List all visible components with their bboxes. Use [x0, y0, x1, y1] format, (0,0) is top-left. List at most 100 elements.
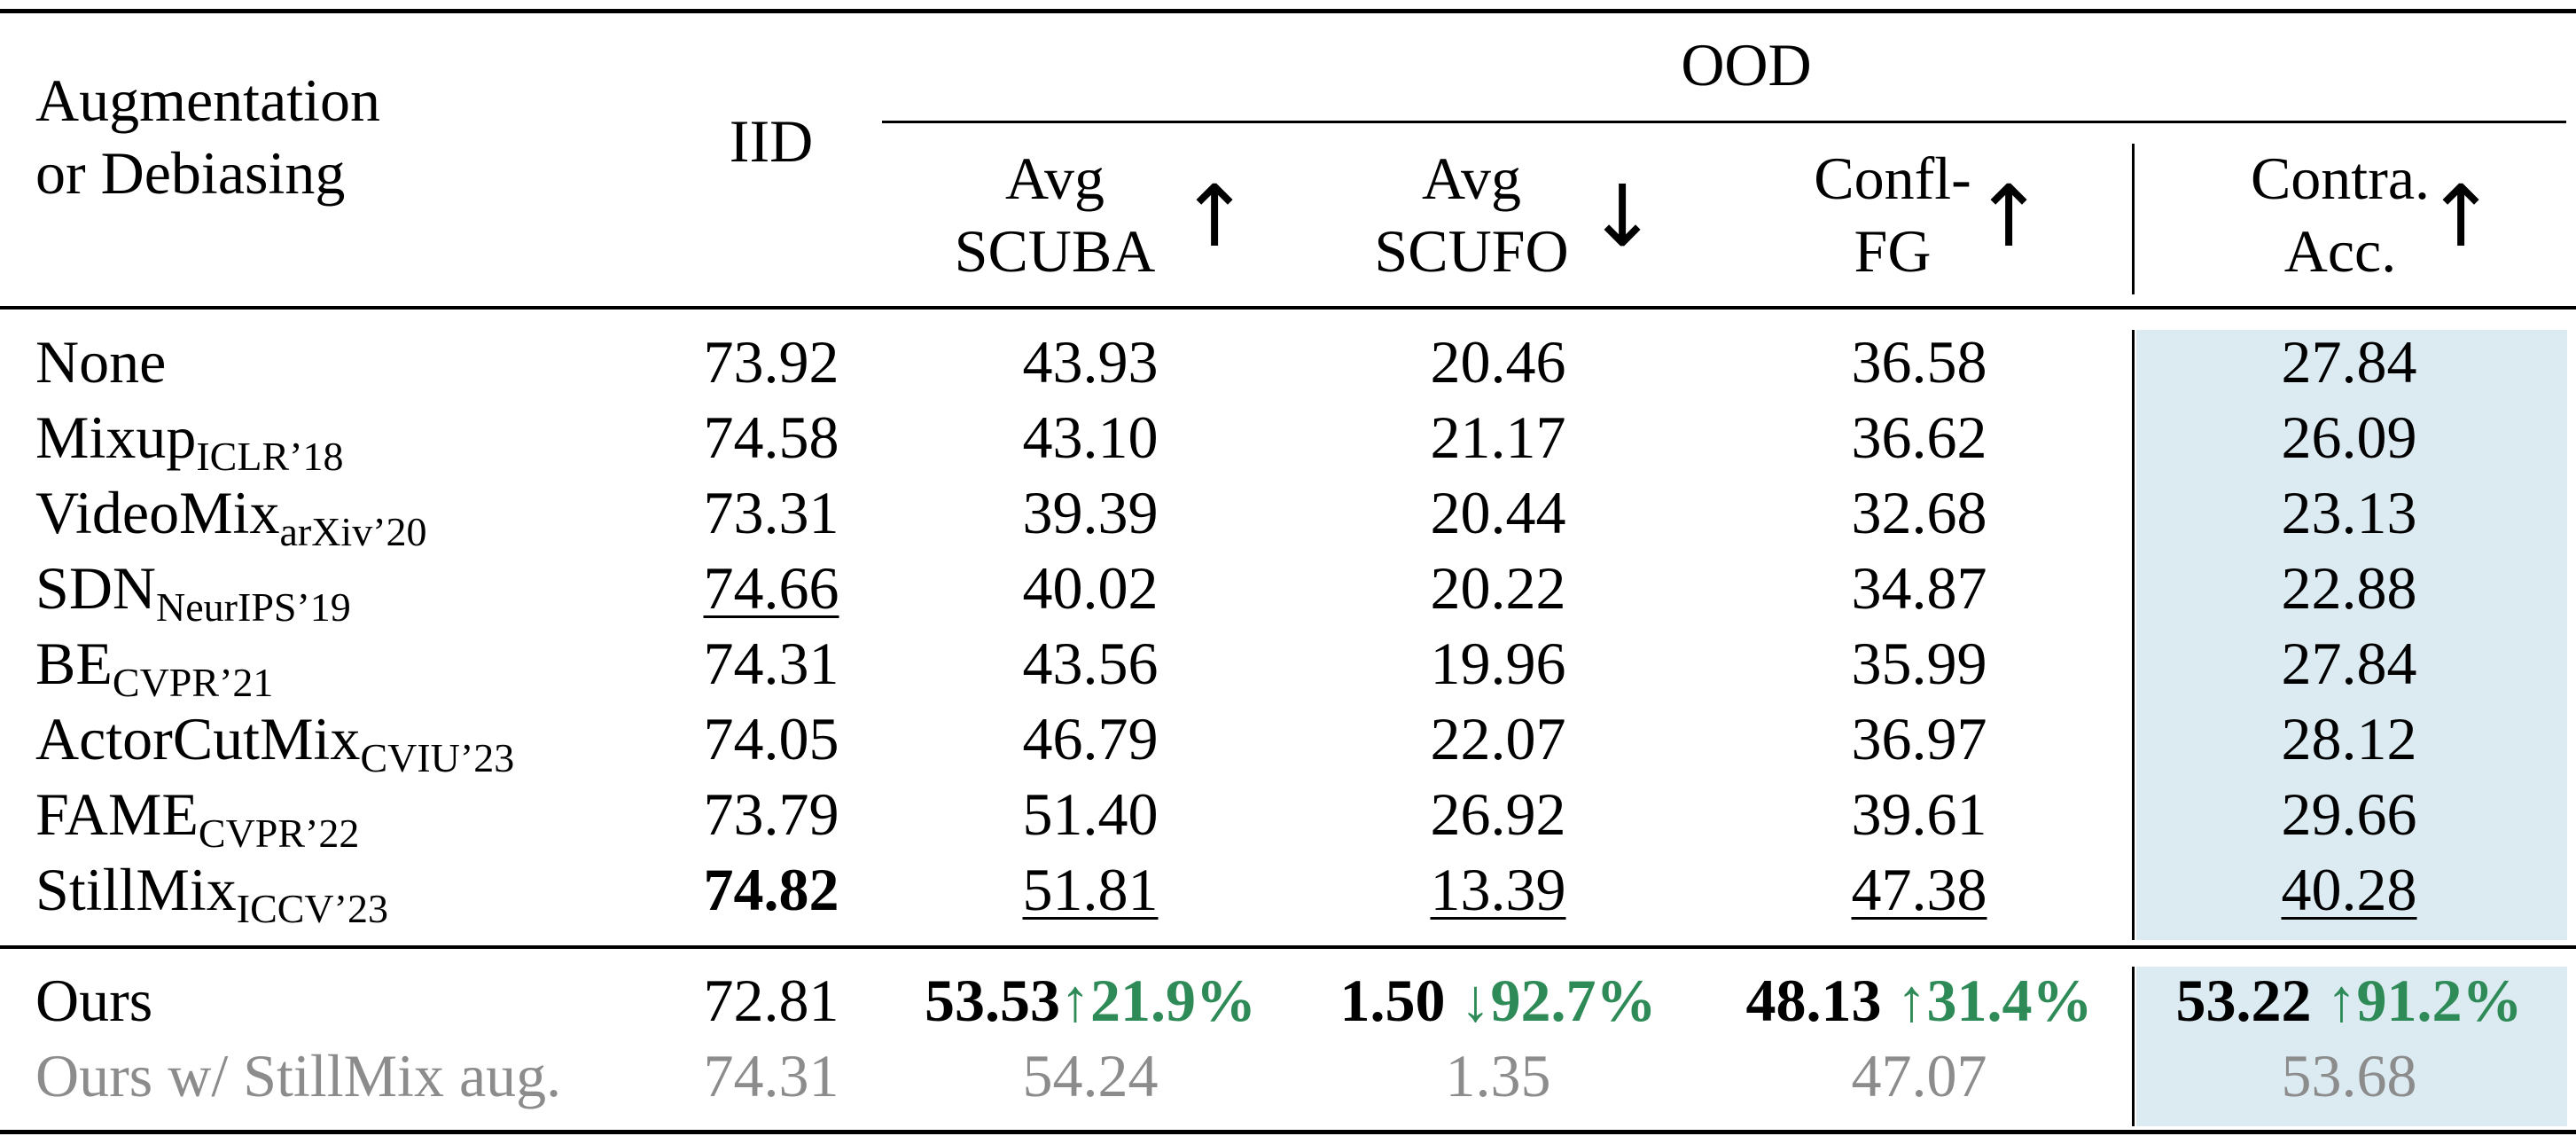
- method-name: ActorCutMixCVIU’23: [35, 705, 674, 779]
- contra-value: 27.84: [2281, 630, 2417, 697]
- contra-divider-ours: [2132, 967, 2135, 1126]
- scuba-value: 43.93: [1022, 328, 1159, 396]
- method-label: StillMix: [35, 856, 237, 923]
- scufo-value: 20.22: [1430, 554, 1566, 622]
- scuba-value-best: 53.53↑21.9%: [895, 967, 1285, 1034]
- fg-value: 36.58: [1851, 328, 1987, 396]
- header-iid: IID: [729, 107, 814, 175]
- method-name: BECVPR’21: [35, 630, 674, 703]
- fg-value-best: 48.13 ↑31.4%: [1711, 967, 2127, 1034]
- scuba-value: 43.56: [1022, 630, 1159, 697]
- iid-value-second-best: 74.66: [674, 554, 869, 622]
- contra-value-best: 53.22 ↑91.2%: [2136, 967, 2562, 1034]
- method-name: FAMECVPR’22: [35, 780, 674, 854]
- contra-value: 23.13: [2281, 479, 2417, 546]
- contra-value: 40.28: [2281, 856, 2417, 923]
- scufo-gain: ↓92.7%: [1460, 967, 1657, 1034]
- header-fg-line1: Confl-: [1814, 145, 1971, 212]
- contra-value: 28.12: [2281, 705, 2417, 772]
- iid-value: 74.66: [703, 554, 839, 622]
- fg-gain: ↑31.4%: [1896, 967, 2093, 1034]
- top-rule: [0, 9, 2576, 13]
- contra-value: 26.09: [2281, 404, 2417, 471]
- contra-value: 53.22: [2175, 967, 2312, 1034]
- method-label: SDN: [35, 554, 157, 622]
- contra-value: 22.88: [2281, 554, 2417, 622]
- fg-value: 47.07: [1851, 1042, 1987, 1109]
- fg-value-second-best: 47.38: [1711, 856, 2127, 923]
- iid-value: 74.05: [703, 705, 839, 772]
- fg-value: 39.61: [1851, 780, 1987, 848]
- header-rule: [0, 306, 2576, 310]
- contra-column-shade: [2136, 330, 2567, 940]
- scufo-value: 19.96: [1430, 630, 1566, 697]
- venue-label: ICLR’18: [196, 434, 344, 479]
- method-label: Mixup: [35, 404, 197, 471]
- iid-value: 74.31: [703, 1042, 839, 1109]
- method-label: VideoMix: [35, 479, 280, 546]
- scufo-value-best: 1.50 ↓92.7%: [1312, 967, 1684, 1034]
- method-label: ActorCutMix: [35, 705, 361, 772]
- method-name: VideoMixarXiv’20: [35, 479, 674, 552]
- venue-label: CVPR’22: [198, 811, 360, 856]
- iid-value-best: 74.82: [703, 856, 839, 923]
- bottom-rule: [0, 1130, 2576, 1134]
- contra-value: 29.66: [2281, 780, 2417, 848]
- scufo-value-second-best: 13.39: [1312, 856, 1684, 923]
- scuba-value: 51.40: [1022, 780, 1159, 848]
- method-label: None: [35, 328, 167, 396]
- up-arrow-icon: ↑: [1973, 167, 2045, 266]
- header-method-line2: or Debiasing: [35, 139, 346, 207]
- venue-label: CVPR’21: [112, 660, 274, 705]
- iid-value: 72.81: [703, 967, 839, 1034]
- iid-value: 73.79: [703, 780, 839, 848]
- contra-value: 27.84: [2281, 328, 2417, 396]
- scufo-value: 20.44: [1430, 479, 1566, 546]
- scuba-value-second-best: 51.81: [886, 856, 1294, 923]
- up-arrow-icon: ↑: [1179, 167, 1251, 266]
- header-contra-line1: Contra.: [2250, 145, 2431, 212]
- contra-value: 53.68: [2281, 1042, 2417, 1109]
- iid-value: 73.92: [703, 328, 839, 396]
- header-scufo-line1: Avg: [1421, 145, 1522, 212]
- contra-gain: ↑91.2%: [2326, 967, 2523, 1034]
- mid-rule: [0, 945, 2576, 949]
- up-arrow-icon: ↑: [2425, 167, 2497, 266]
- scuba-gain: ↑21.9%: [1060, 967, 1256, 1034]
- venue-label: arXiv’20: [279, 509, 427, 554]
- down-arrow-icon: ↓: [1587, 167, 1659, 266]
- venue-label: CVIU’23: [360, 735, 515, 780]
- scuba-value: 46.79: [1022, 705, 1159, 772]
- method-name: Ours: [35, 967, 153, 1034]
- header-contra: Contra. Acc.: [2207, 142, 2473, 287]
- scufo-value: 21.17: [1430, 404, 1566, 471]
- venue-label: NeurIPS’19: [156, 584, 351, 630]
- contra-value-second-best: 40.28: [2136, 856, 2562, 923]
- header-fg-line2: FG: [1854, 217, 1932, 285]
- method-name: Ours w/ StillMix aug.: [35, 1042, 562, 1109]
- header-scufo-line2: SCUFO: [1374, 217, 1569, 285]
- fg-value: 36.62: [1851, 404, 1987, 471]
- header-scufo: Avg SCUFO: [1312, 142, 1631, 287]
- method-name: MixupICLR’18: [35, 404, 674, 477]
- scufo-value: 26.92: [1430, 780, 1566, 848]
- venue-label: ICCV’23: [236, 886, 388, 931]
- iid-value: 73.31: [703, 479, 839, 546]
- contra-divider-header: [2132, 144, 2135, 294]
- fg-value: 48.13: [1745, 967, 1882, 1034]
- method-name: None: [35, 328, 674, 396]
- method-label: BE: [35, 630, 113, 697]
- header-scuba-line2: SCUBA: [954, 217, 1156, 285]
- scuba-value: 39.39: [1022, 479, 1159, 546]
- contra-divider-body: [2132, 330, 2135, 940]
- fg-value: 35.99: [1851, 630, 1987, 697]
- scuba-value: 54.24: [1022, 1042, 1159, 1109]
- scuba-value: 53.53: [925, 967, 1060, 1034]
- fg-value: 32.68: [1851, 479, 1987, 546]
- header-fg: Confl- FG: [1773, 142, 2012, 287]
- contra-column-shade-ours: [2136, 967, 2567, 1126]
- scufo-value: 1.50: [1339, 967, 1446, 1034]
- scuba-value: 51.81: [1022, 856, 1159, 923]
- header-method-line1: Augmentation: [35, 67, 381, 134]
